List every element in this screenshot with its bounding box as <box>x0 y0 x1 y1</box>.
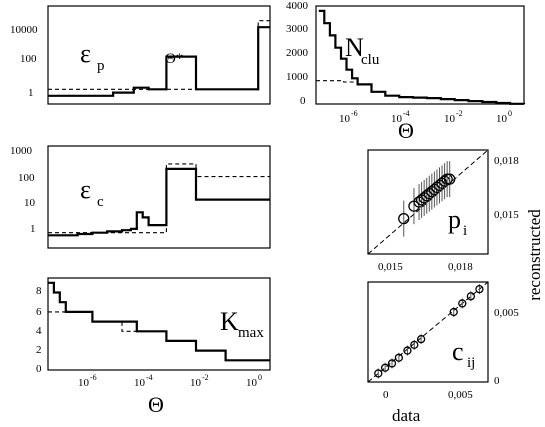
panel-cij-xtick-1: 0,005 <box>448 389 473 401</box>
p6-point-1 <box>380 363 390 372</box>
panel-kmax-label: K <box>220 307 239 336</box>
p6-point-6 <box>416 334 426 344</box>
panel-nclu-xtick-3: 10 <box>496 113 508 125</box>
panel-kmax-xtick-0-exp: -6 <box>90 373 97 382</box>
p6-point-0 <box>374 369 383 378</box>
panel-pi-ytick-0: 0,015 <box>494 209 519 221</box>
panel-pi-ytick-1: 0,018 <box>494 155 519 167</box>
panel-cij-xlabel: data <box>392 406 421 425</box>
p1-series-1-line <box>48 20 270 90</box>
p6-point-7 <box>449 307 458 317</box>
panel-nclu-xtick-0-exp: -6 <box>351 109 358 118</box>
panel-epsilon-p-ytick-0: 1 <box>28 87 34 99</box>
p6-point-5 <box>410 340 419 350</box>
panel-epsilon-p-frame <box>47 5 271 105</box>
panel-nclu-ytick-4: 4000 <box>286 0 309 12</box>
panel-kmax-ytick-0: 0 <box>36 363 42 375</box>
panel-nclu-xtick-1-exp: -4 <box>403 109 410 118</box>
panel-epsilon-p-ytick-1: 100 <box>20 53 37 65</box>
panel-nclu-xtick-2: 10 <box>444 113 456 125</box>
panel-nclu-frame <box>315 5 525 105</box>
panel-kmax-ytick-3: 6 <box>36 306 42 318</box>
panel-nclu-xtick-2-exp: -2 <box>456 109 463 118</box>
p5-diagonal <box>367 149 489 255</box>
p5-point-0 <box>398 212 410 225</box>
panel-nclu-ytick-0: 0 <box>300 95 306 107</box>
p6-point-9 <box>466 292 476 301</box>
panel-cij-ytick-0: 0 <box>494 375 500 387</box>
panel-kmax-xtick-1-exp: -4 <box>146 373 153 382</box>
panel-kmax: K max 0 2 4 6 8 10 -6 10 -4 10 -2 10 0 Θ <box>36 277 271 417</box>
panel-cij-frame <box>367 281 489 383</box>
panel-pi-label: p <box>448 205 461 234</box>
panel-pi-xtick-1: 0,018 <box>448 261 473 273</box>
panel-epsilon-c-ytick-1: 10 <box>24 197 36 209</box>
panel-pi-xtick-0: 0,015 <box>378 261 403 273</box>
p4-series-1-line <box>48 311 227 361</box>
p2-series-1-line <box>316 80 400 98</box>
p5-point-14 <box>444 173 456 185</box>
panel-nclu-ytick-3: 3000 <box>286 23 309 35</box>
p6-point-8 <box>458 299 467 308</box>
panel-kmax-sublabel: max <box>238 325 264 341</box>
panel-epsilon-c-ytick-2: 100 <box>18 172 35 184</box>
panel-kmax-xtick-2-exp: -2 <box>202 373 209 382</box>
panel-epsilon-p-sublabel: p <box>97 58 105 74</box>
panel-epsilon-p-annotation: Θ* <box>165 51 183 67</box>
panel-epsilon-p-ytick-2: 10000 <box>10 24 38 36</box>
panel-cij-xtick-0: 0 <box>383 389 389 401</box>
panel-epsilon-c-sublabel: c <box>97 194 104 210</box>
panel-nclu-ytick-1: 1000 <box>286 71 309 83</box>
panel-nclu-ytick-2: 2000 <box>286 47 309 59</box>
p6-point-10 <box>475 284 484 294</box>
panel-epsilon-c-label: ε <box>80 175 91 204</box>
panel-epsilon-c-ytick-0: 1 <box>30 223 36 235</box>
panel-kmax-ytick-2: 4 <box>36 325 42 337</box>
panel-pi-frame <box>367 149 489 255</box>
panel-nclu-xlabel: Θ <box>398 118 414 143</box>
panel-kmax-frame <box>47 277 271 371</box>
reconstructed-axis-label: reconstructed <box>525 209 544 301</box>
panel-epsilon-c-frame <box>47 145 271 249</box>
panel-epsilon-c: ε c 1 10 100 1000 <box>10 145 271 249</box>
panel-kmax-xtick-1: 10 <box>134 377 146 389</box>
panel-nclu-sublabel: clu <box>361 52 380 68</box>
panel-nclu-xtick-0: 10 <box>339 113 351 125</box>
panel-cij-sublabel: ij <box>467 355 475 371</box>
panel-epsilon-p: ε p 1 100 10000 Θ* <box>10 5 271 105</box>
panel-pi-sublabel: i <box>463 223 467 239</box>
panel-kmax-xlabel: Θ <box>148 392 164 417</box>
panel-epsilon-p-label: ε <box>80 39 91 68</box>
panel-cij: c ij 0 0,005 0 0,005 data <box>367 281 519 425</box>
p6-point-2 <box>387 359 397 368</box>
panel-nclu-label: N <box>345 33 364 62</box>
panel-cij-label: c <box>452 337 464 366</box>
panel-nclu: N clu 0 1000 2000 3000 4000 10 -6 10 -4 … <box>286 0 526 143</box>
panel-kmax-xtick-2: 10 <box>190 377 202 389</box>
panel-kmax-ytick-4: 8 <box>36 285 42 297</box>
panel-nclu-xtick-1: 10 <box>391 113 403 125</box>
panel-kmax-xtick-3: 10 <box>246 377 258 389</box>
panel-epsilon-c-ytick-3: 1000 <box>10 145 33 157</box>
panel-kmax-ytick-1: 2 <box>36 344 42 356</box>
p6-point-3 <box>394 353 404 362</box>
panel-kmax-xtick-3-exp: 0 <box>258 373 262 382</box>
p6-point-4 <box>403 346 412 355</box>
panel-cij-ytick-1: 0,005 <box>494 307 519 319</box>
p3-series-1-line <box>48 163 270 234</box>
panel-nclu-xtick-3-exp: 0 <box>508 109 512 118</box>
panel-pi: p i 0,015 0,018 0,015 0,018 <box>367 149 519 273</box>
panel-kmax-xtick-0: 10 <box>78 377 90 389</box>
